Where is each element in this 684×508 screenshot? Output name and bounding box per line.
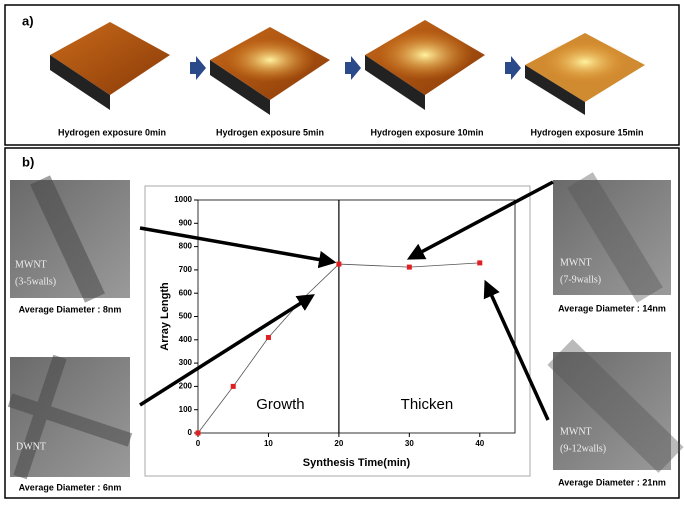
y-tick-label: 600 bbox=[179, 288, 193, 297]
tube-type: MWNT bbox=[560, 257, 592, 268]
y-tick-label: 700 bbox=[179, 265, 193, 274]
marker bbox=[195, 430, 201, 436]
arrow bbox=[190, 56, 206, 80]
arrow bbox=[345, 56, 361, 80]
caption: Hydrogen exposure 10min bbox=[370, 127, 483, 137]
arrow bbox=[505, 56, 521, 80]
marker bbox=[265, 334, 271, 340]
tube-type: MWNT bbox=[15, 259, 47, 270]
afm-image bbox=[365, 55, 425, 110]
tube bbox=[567, 172, 663, 303]
afm-image bbox=[50, 55, 110, 110]
marker bbox=[336, 261, 342, 267]
marker bbox=[477, 260, 483, 266]
y-tick-label: 400 bbox=[179, 335, 193, 344]
y-tick-label: 500 bbox=[179, 312, 193, 321]
marker bbox=[406, 264, 412, 270]
y-tick-label: 800 bbox=[179, 242, 193, 251]
x-tick-label: 10 bbox=[264, 439, 273, 448]
panel-a-frame bbox=[4, 4, 680, 146]
annotation: Growth bbox=[256, 396, 304, 413]
marker bbox=[230, 383, 236, 389]
tem-image bbox=[553, 180, 671, 295]
caption: Average Diameter : 14nm bbox=[558, 303, 666, 313]
y-tick-label: 100 bbox=[179, 405, 193, 414]
wall-count: (3-5walls) bbox=[15, 276, 56, 287]
afm-image bbox=[540, 40, 630, 84]
wall-count: (9-12walls) bbox=[560, 443, 606, 454]
caption: Average Diameter : 6nm bbox=[19, 482, 122, 492]
panel-b-frame bbox=[4, 147, 680, 499]
tube-type: DWNT bbox=[16, 441, 46, 452]
arrow bbox=[139, 294, 315, 407]
afm-image bbox=[525, 65, 585, 115]
arrow bbox=[139, 226, 337, 269]
pointer-arrows bbox=[139, 180, 554, 421]
afm-images bbox=[50, 20, 645, 115]
y-axis-label: Array Length bbox=[159, 282, 171, 351]
x-tick-label: 0 bbox=[196, 439, 201, 448]
annotation: Thicken bbox=[401, 396, 454, 413]
y-tick-label: 0 bbox=[188, 428, 193, 437]
y-tick-label: 300 bbox=[179, 358, 193, 367]
x-axis-label: Synthesis Time(min) bbox=[303, 457, 411, 469]
x-tick-label: 30 bbox=[405, 439, 414, 448]
x-tick-label: 20 bbox=[334, 439, 343, 448]
x-tick-label: 40 bbox=[475, 439, 484, 448]
afm-image bbox=[377, 30, 473, 80]
caption: Hydrogen exposure 15min bbox=[530, 127, 643, 137]
afm-image bbox=[210, 60, 270, 115]
caption: Average Diameter : 8nm bbox=[19, 304, 122, 314]
tube bbox=[7, 354, 133, 480]
y-tick-label: 200 bbox=[179, 382, 193, 391]
plot-area bbox=[197, 199, 516, 434]
tube bbox=[30, 175, 105, 303]
tem-image bbox=[553, 352, 671, 470]
arrow bbox=[406, 180, 554, 260]
afm-image bbox=[50, 22, 170, 95]
panel-label: b) bbox=[22, 154, 34, 169]
caption: Average Diameter : 21nm bbox=[558, 477, 666, 487]
caption: Hydrogen exposure 0min bbox=[58, 127, 166, 137]
wall-count: (7-9walls) bbox=[560, 274, 601, 285]
afm-image bbox=[225, 38, 315, 82]
y-tick-label: 1000 bbox=[174, 195, 192, 204]
tube-type: MWNT bbox=[560, 426, 592, 437]
tube bbox=[547, 339, 684, 473]
arrow bbox=[483, 279, 550, 421]
y-tick-label: 900 bbox=[179, 218, 193, 227]
panel-label: a) bbox=[22, 13, 34, 28]
chart-frame bbox=[144, 185, 531, 477]
caption: Hydrogen exposure 5min bbox=[216, 127, 324, 137]
chart: 0 100 200 300 400 500 600 700 800 900 1000 0 10 20 30 4… bbox=[159, 195, 516, 469]
